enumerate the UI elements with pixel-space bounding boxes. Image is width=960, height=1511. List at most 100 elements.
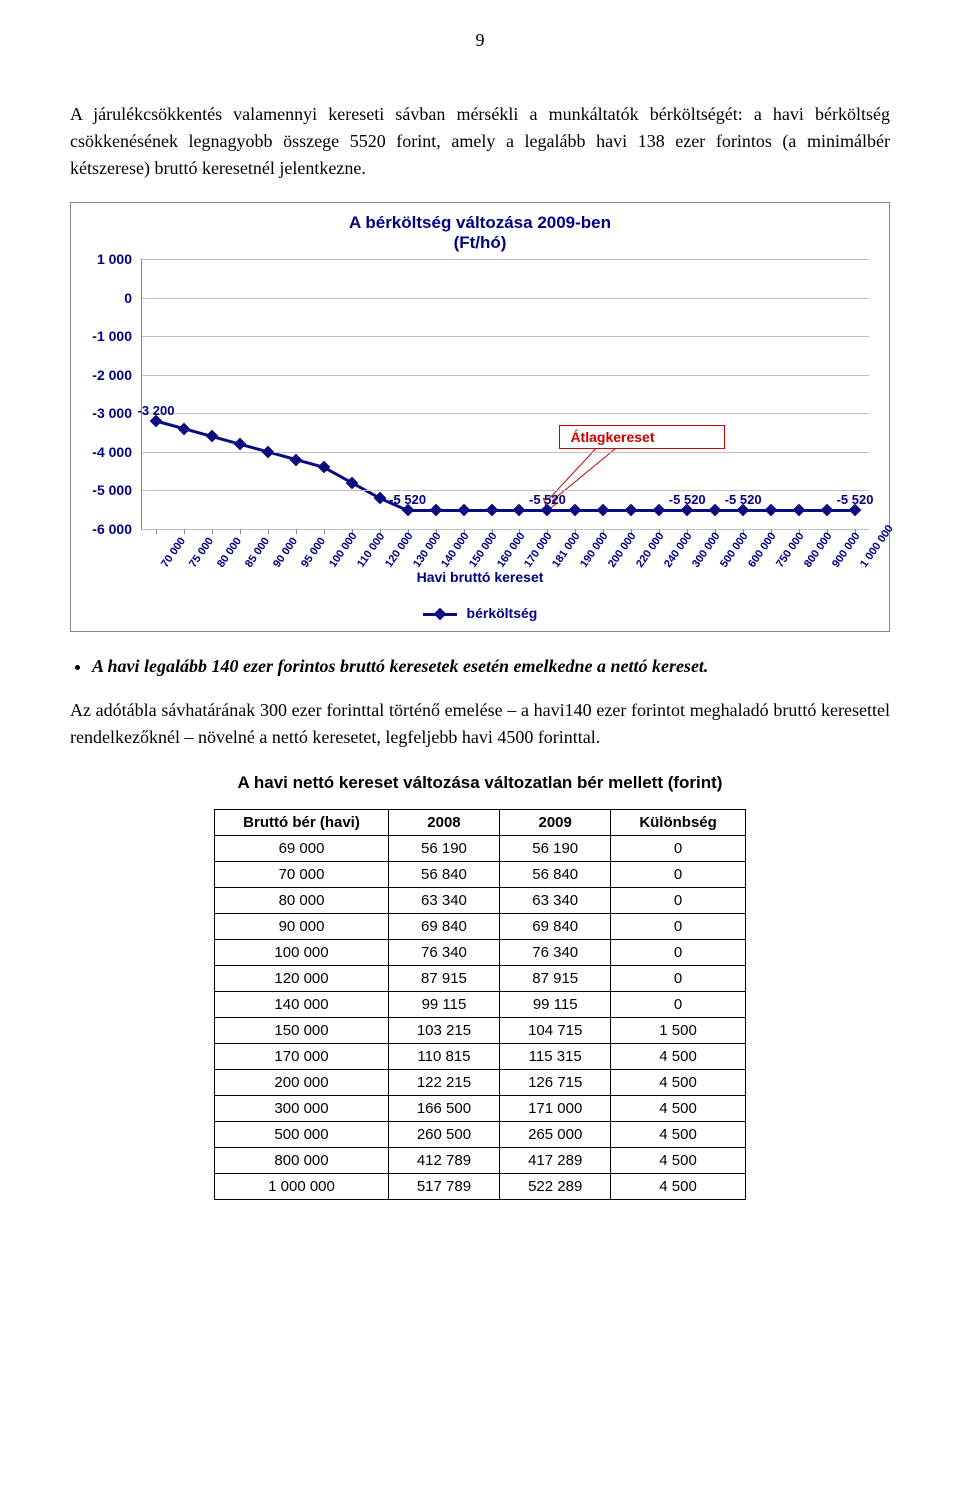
x-tick-label: 190 000 bbox=[578, 530, 611, 569]
table-row: 200 000122 215126 7154 500 bbox=[215, 1069, 746, 1095]
table-cell: 1 000 000 bbox=[215, 1173, 389, 1199]
table-cell: 0 bbox=[611, 835, 746, 861]
table-cell: 87 915 bbox=[388, 965, 499, 991]
table-cell: 99 115 bbox=[388, 991, 499, 1017]
chart-legend: bérköltség bbox=[81, 605, 879, 621]
data-label: -5 520 bbox=[837, 492, 874, 507]
table-cell: 4 500 bbox=[611, 1095, 746, 1121]
table-header-row: Bruttó bér (havi)20082009Különbség bbox=[215, 809, 746, 835]
x-tick-label: 750 000 bbox=[774, 530, 807, 569]
x-tick-label: 300 000 bbox=[690, 530, 723, 569]
x-tick-label: 75 000 bbox=[187, 535, 216, 569]
table-cell: 0 bbox=[611, 991, 746, 1017]
table-cell: 150 000 bbox=[215, 1017, 389, 1043]
table-cell: 120 000 bbox=[215, 965, 389, 991]
chart-line-svg bbox=[142, 259, 869, 529]
table-cell: 300 000 bbox=[215, 1095, 389, 1121]
y-tick-label: -4 000 bbox=[92, 444, 132, 460]
y-tick-label: -6 000 bbox=[92, 521, 132, 537]
table-header-cell: Különbség bbox=[611, 809, 746, 835]
table-cell: 0 bbox=[611, 939, 746, 965]
table-row: 120 00087 91587 9150 bbox=[215, 965, 746, 991]
chart-plot: 1 0000-1 000-2 000-3 000-4 000-5 000-6 0… bbox=[81, 259, 879, 599]
table-row: 1 000 000517 789522 2894 500 bbox=[215, 1173, 746, 1199]
table-row: 150 000103 215104 7151 500 bbox=[215, 1017, 746, 1043]
intro-paragraph: A járulékcsökkentés valamennyi kereseti … bbox=[70, 101, 890, 182]
table-cell: 140 000 bbox=[215, 991, 389, 1017]
table-row: 300 000166 500171 0004 500 bbox=[215, 1095, 746, 1121]
x-tick-label: 70 000 bbox=[159, 535, 188, 569]
table-cell: 69 000 bbox=[215, 835, 389, 861]
table-cell: 171 000 bbox=[500, 1095, 611, 1121]
x-tick-label: 900 000 bbox=[830, 530, 863, 569]
x-tick-label: 240 000 bbox=[662, 530, 695, 569]
table-row: 500 000260 500265 0004 500 bbox=[215, 1121, 746, 1147]
table-row: 80 00063 34063 3400 bbox=[215, 887, 746, 913]
gridline bbox=[142, 298, 869, 299]
x-tick-label: 500 000 bbox=[718, 530, 751, 569]
table-cell: 76 340 bbox=[500, 939, 611, 965]
y-tick-label: -2 000 bbox=[92, 367, 132, 383]
bullet-list: A havi legalább 140 ezer forintos bruttó… bbox=[92, 652, 890, 681]
table-cell: 1 500 bbox=[611, 1017, 746, 1043]
table-cell: 522 289 bbox=[500, 1173, 611, 1199]
x-tick-label: 181 000 bbox=[550, 530, 583, 569]
table-cell: 76 340 bbox=[388, 939, 499, 965]
data-label: -5 520 bbox=[725, 492, 762, 507]
table-row: 170 000110 815115 3154 500 bbox=[215, 1043, 746, 1069]
table-title: A havi nettó kereset változása változatl… bbox=[70, 773, 890, 793]
table-cell: 265 000 bbox=[500, 1121, 611, 1147]
gridline bbox=[142, 452, 869, 453]
gridline bbox=[142, 413, 869, 414]
y-tick-label: 1 000 bbox=[97, 251, 132, 267]
table-cell: 80 000 bbox=[215, 887, 389, 913]
table-cell: 166 500 bbox=[388, 1095, 499, 1121]
chart-title: A bérköltség változása 2009-ben (Ft/hó) bbox=[81, 213, 879, 253]
y-tick-label: -1 000 bbox=[92, 328, 132, 344]
table-cell: 104 715 bbox=[500, 1017, 611, 1043]
x-tick-label: 800 000 bbox=[802, 530, 835, 569]
gridline bbox=[142, 490, 869, 491]
table-cell: 70 000 bbox=[215, 861, 389, 887]
table-cell: 99 115 bbox=[500, 991, 611, 1017]
table-cell: 417 289 bbox=[500, 1147, 611, 1173]
x-tick-label: 120 000 bbox=[383, 530, 416, 569]
table-cell: 0 bbox=[611, 887, 746, 913]
x-tick-label: 1 000 000 bbox=[858, 523, 896, 570]
y-axis-labels: 1 0000-1 000-2 000-3 000-4 000-5 000-6 0… bbox=[81, 259, 136, 529]
table-cell: 103 215 bbox=[388, 1017, 499, 1043]
gridline bbox=[142, 336, 869, 337]
table-cell: 517 789 bbox=[388, 1173, 499, 1199]
plot-area: -3 200-5 520-5 520-5 520-5 520-5 520Átla… bbox=[141, 259, 869, 530]
x-tick-label: 85 000 bbox=[243, 535, 272, 569]
page: 9 A járulékcsökkentés valamennyi kereset… bbox=[0, 0, 960, 1260]
x-tick-label: 600 000 bbox=[746, 530, 779, 569]
table-cell: 56 190 bbox=[388, 835, 499, 861]
x-tick-label: 220 000 bbox=[634, 530, 667, 569]
table-cell: 4 500 bbox=[611, 1069, 746, 1095]
table-cell: 4 500 bbox=[611, 1173, 746, 1199]
chart-container: A bérköltség változása 2009-ben (Ft/hó) … bbox=[70, 202, 890, 632]
gridline bbox=[142, 375, 869, 376]
table-header-cell: 2009 bbox=[500, 809, 611, 835]
table-cell: 0 bbox=[611, 965, 746, 991]
y-tick-label: -3 000 bbox=[92, 405, 132, 421]
x-axis-labels: 70 00075 00080 00085 00090 00095 000100 … bbox=[141, 529, 869, 569]
data-table: Bruttó bér (havi)20082009Különbség 69 00… bbox=[214, 809, 746, 1200]
page-number: 9 bbox=[70, 30, 890, 51]
x-tick-label: 80 000 bbox=[215, 535, 244, 569]
table-cell: 56 840 bbox=[388, 861, 499, 887]
data-label: -5 520 bbox=[669, 492, 706, 507]
x-axis-title: Havi bruttó kereset bbox=[81, 569, 879, 585]
table-cell: 69 840 bbox=[388, 913, 499, 939]
table-cell: 56 190 bbox=[500, 835, 611, 861]
table-body: 69 00056 19056 190070 00056 84056 840080… bbox=[215, 835, 746, 1199]
table-cell: 412 789 bbox=[388, 1147, 499, 1173]
table-header-cell: 2008 bbox=[388, 809, 499, 835]
callout-box: Átlagkereset bbox=[559, 425, 725, 449]
table-cell: 500 000 bbox=[215, 1121, 389, 1147]
table-cell: 87 915 bbox=[500, 965, 611, 991]
table-cell: 4 500 bbox=[611, 1043, 746, 1069]
y-tick-label: -5 000 bbox=[92, 482, 132, 498]
data-label: -5 520 bbox=[389, 492, 426, 507]
